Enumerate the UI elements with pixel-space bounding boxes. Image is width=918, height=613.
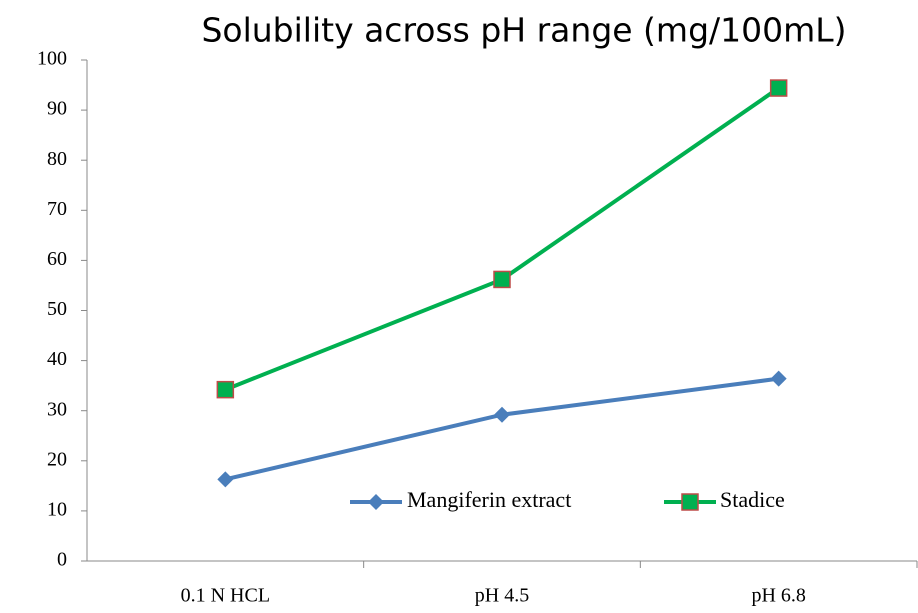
y-tick-label: 60 (47, 248, 67, 270)
chart-title: Solubility across pH range (mg/100mL) (201, 11, 846, 50)
y-tick-label: 30 (47, 398, 67, 420)
marker (493, 270, 511, 289)
x-tick-label: pH 4.5 (475, 585, 529, 607)
y-tick-label: 80 (47, 148, 67, 170)
legend-marker (681, 493, 699, 511)
marker (770, 370, 787, 387)
y-tick-label: 90 (47, 98, 67, 120)
legend-label: Stadice (720, 487, 785, 512)
marker (217, 471, 234, 488)
y-tick-label: 40 (47, 348, 67, 370)
marker (769, 79, 788, 97)
x-tick-label: pH 6.8 (751, 585, 805, 607)
x-tick-label: 0.1 N HCL (181, 585, 270, 607)
y-tick-label: 10 (47, 498, 67, 520)
series-line (224, 376, 779, 482)
y-tick-label: 70 (47, 198, 67, 220)
marker (494, 406, 510, 423)
marker (216, 380, 235, 399)
legend: Mangiferin extract Stadice (350, 487, 785, 512)
y-tick-label: 100 (37, 48, 67, 70)
y-tick-label: 50 (47, 298, 67, 320)
series-line (224, 86, 780, 392)
legend-marker (368, 494, 384, 510)
legend-label: Mangiferin extract (407, 487, 571, 512)
y-tick-label: 20 (47, 448, 67, 470)
y-tick-label: 0 (57, 549, 67, 571)
